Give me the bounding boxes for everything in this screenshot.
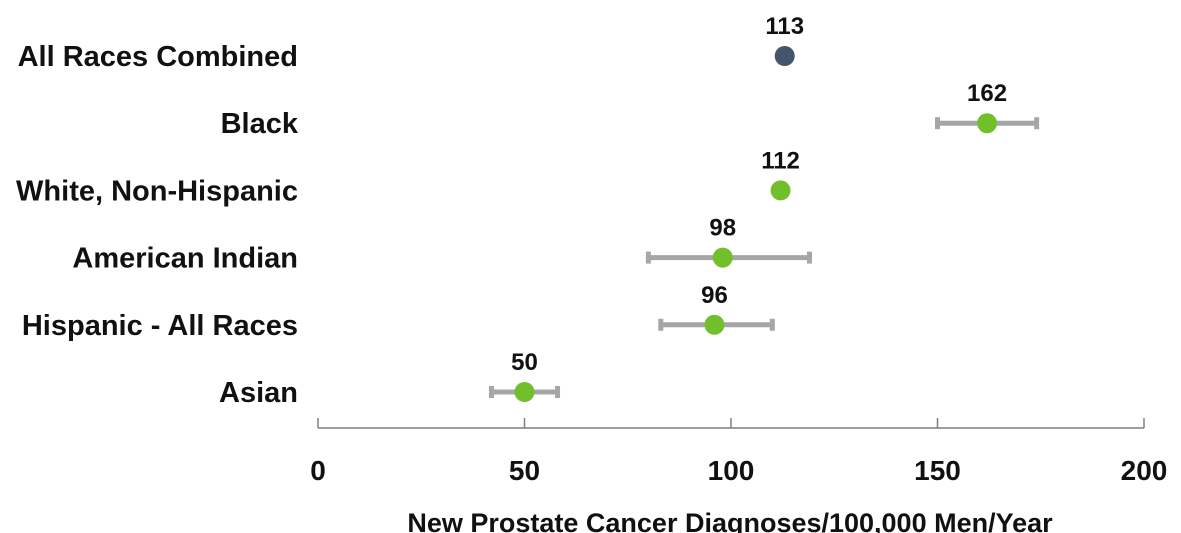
x-tick-label: 100 — [708, 455, 755, 486]
data-point — [977, 113, 998, 134]
x-axis: 0 50 100 150 200 — [310, 418, 1167, 486]
x-tick-label: 50 — [509, 455, 540, 486]
category-label: Black — [221, 108, 299, 140]
data-labels: 113 162 112 98 96 50 — [511, 13, 1007, 376]
category-labels: All Races Combined Black White, Non-Hispan… — [16, 41, 299, 409]
data-label: 113 — [765, 13, 804, 40]
data-label: 162 — [967, 80, 1007, 107]
data-points — [514, 46, 998, 402]
category-label: All Races Combined — [18, 41, 298, 73]
category-label: Hispanic - All Races — [22, 310, 298, 342]
data-point — [514, 382, 535, 402]
data-point — [712, 247, 733, 268]
data-point — [770, 180, 791, 201]
data-label: 98 — [709, 215, 736, 242]
data-point — [774, 46, 795, 66]
x-axis-title: New Prostate Cancer Diagnoses/100,000 Me… — [407, 508, 1053, 533]
data-label: 112 — [761, 147, 800, 174]
category-label: American Indian — [72, 243, 298, 275]
data-point — [704, 314, 725, 335]
data-label: 96 — [701, 282, 728, 309]
category-label: White, Non-Hispanic — [16, 175, 298, 207]
x-tick-label: 200 — [1121, 455, 1168, 486]
category-label: Asian — [219, 377, 298, 409]
x-tick-label: 150 — [914, 455, 961, 486]
x-tick-label: 0 — [310, 455, 326, 486]
data-label: 50 — [511, 349, 538, 376]
